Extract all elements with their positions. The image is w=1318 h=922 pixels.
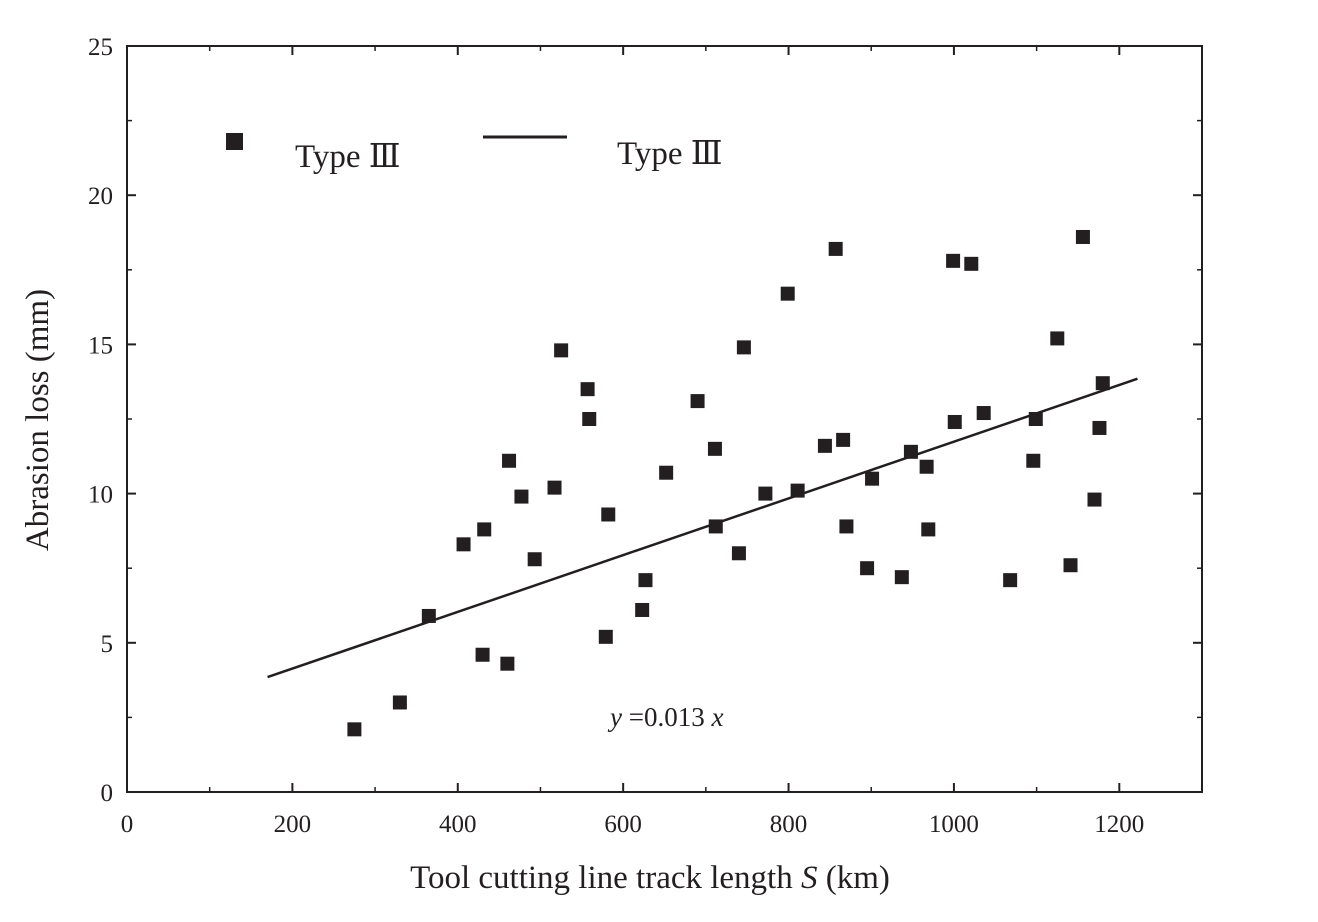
x-axis-title: Tool cutting line track length S (km) [410, 860, 890, 896]
data-point [1050, 331, 1065, 346]
fit-equation-coef: =0.013 [629, 702, 705, 732]
data-point [477, 522, 492, 537]
data-point [894, 570, 909, 585]
legend-label-line: Type Ⅲ [617, 136, 723, 172]
data-point [580, 382, 595, 397]
data-point [601, 507, 616, 522]
y-tick-label: 25 [88, 34, 113, 61]
data-point [828, 241, 843, 256]
data-point [758, 486, 773, 501]
data-point [964, 256, 979, 271]
x-tick-label: 600 [604, 811, 642, 838]
data-point [547, 480, 562, 495]
data-point [736, 340, 751, 355]
data-point [527, 552, 542, 567]
y-tick-label: 15 [88, 332, 113, 359]
data-point [947, 414, 962, 429]
data-point [1092, 420, 1107, 435]
data-point [456, 537, 471, 552]
data-point [690, 394, 705, 409]
x-tick-label: 200 [274, 811, 312, 838]
legend-label-scatter: Type Ⅲ [295, 139, 401, 175]
data-point [582, 412, 597, 426]
data-point [1075, 229, 1090, 244]
data-point [946, 253, 961, 268]
data-point [1063, 558, 1078, 573]
fit-equation-x: x [710, 702, 723, 732]
data-point [638, 573, 653, 588]
data-point [976, 406, 991, 421]
y-tick-label: 10 [88, 482, 113, 509]
ticks-group: 0 200 400 600 800 1000 1200 0 5 10 15 20 25 [88, 34, 1202, 838]
x-tick-label: 0 [121, 811, 134, 838]
y-axis-title: Abrasion loss (mm) [20, 289, 56, 551]
data-point [347, 722, 362, 737]
data-point [731, 546, 746, 561]
fit-line [267, 377, 1138, 679]
data-point [392, 695, 407, 710]
x-tick-label: 1000 [929, 811, 979, 838]
data-point [1087, 492, 1102, 507]
series-layer [267, 229, 1138, 737]
x-axis-title-main: Tool cutting line track length [410, 860, 793, 896]
x-tick-label: 400 [439, 811, 477, 838]
x-tick-label: 1200 [1094, 811, 1144, 838]
legend-marker-square [226, 133, 243, 150]
data-point [780, 286, 795, 301]
data-point [707, 441, 722, 456]
data-point [500, 656, 515, 671]
data-point [865, 471, 880, 486]
data-point [839, 519, 854, 534]
x-axis-title-var: S [801, 860, 818, 896]
data-point [919, 459, 934, 474]
data-point [921, 522, 936, 537]
y-tick-label: 20 [88, 183, 113, 210]
data-point [635, 602, 650, 617]
data-point [817, 438, 832, 453]
data-point [659, 465, 674, 480]
legend: Type Ⅲ Type Ⅲ [226, 133, 723, 175]
data-point [502, 453, 517, 468]
data-point [860, 561, 875, 576]
data-point [598, 629, 613, 644]
data-point [475, 647, 490, 662]
y-tick-label: 0 [101, 780, 114, 807]
data-point [1095, 376, 1110, 391]
x-tick-label: 800 [770, 811, 808, 838]
fit-equation: y =0.013 x [607, 702, 723, 732]
data-point [554, 343, 569, 358]
data-point [1026, 453, 1041, 468]
data-point [836, 432, 851, 447]
data-point [1003, 573, 1018, 588]
fit-equation-y: y [607, 702, 622, 732]
data-point [514, 489, 529, 504]
x-axis-title-unit: (km) [826, 860, 890, 896]
y-tick-label: 5 [101, 631, 114, 658]
